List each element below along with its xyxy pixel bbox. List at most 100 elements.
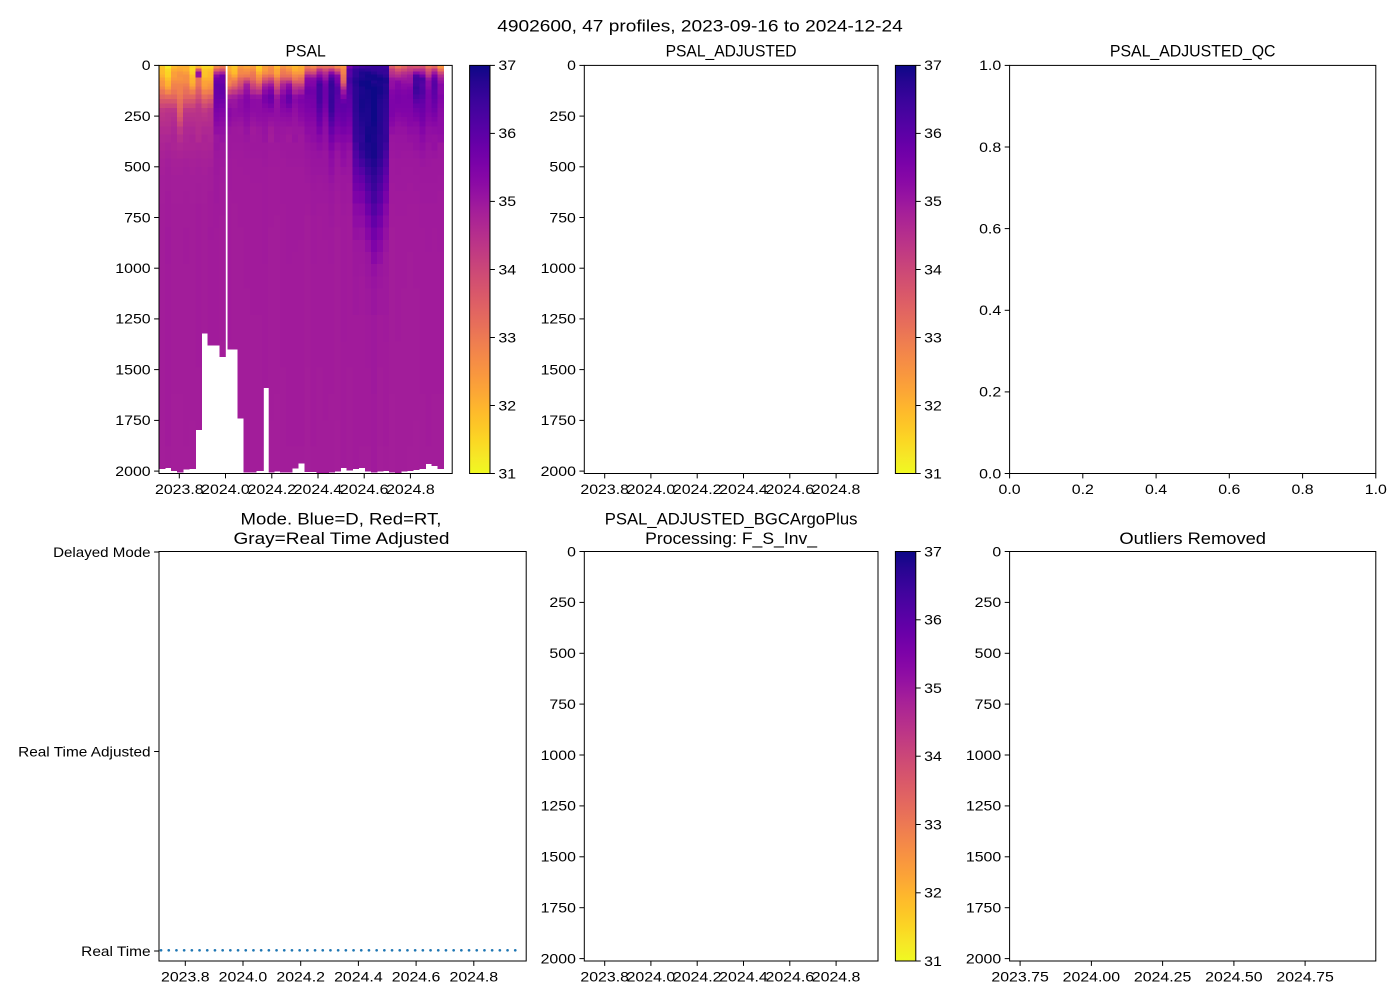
svg-text:1500: 1500 <box>115 361 151 377</box>
svg-text:2024.4: 2024.4 <box>334 969 383 985</box>
svg-text:2024.75: 2024.75 <box>1276 969 1334 985</box>
svg-text:35: 35 <box>924 680 942 696</box>
svg-text:500: 500 <box>549 645 576 661</box>
svg-text:2024.6: 2024.6 <box>340 481 389 497</box>
svg-text:2024.6: 2024.6 <box>392 969 441 985</box>
svg-text:250: 250 <box>124 108 151 124</box>
svg-text:1750: 1750 <box>115 412 151 428</box>
svg-text:1500: 1500 <box>966 849 1002 865</box>
svg-text:0: 0 <box>992 543 1001 559</box>
svg-text:31: 31 <box>924 465 942 481</box>
svg-text:0.8: 0.8 <box>1292 481 1314 497</box>
svg-text:1250: 1250 <box>966 798 1002 814</box>
svg-text:PSAL_ADJUSTED_QC: PSAL_ADJUSTED_QC <box>1110 42 1276 61</box>
svg-text:34: 34 <box>924 748 942 764</box>
svg-text:PSAL_ADJUSTED_BGCArgoPlus: PSAL_ADJUSTED_BGCArgoPlus <box>605 510 858 529</box>
svg-text:2024.0: 2024.0 <box>627 969 676 985</box>
svg-text:0.0: 0.0 <box>999 481 1021 497</box>
svg-text:750: 750 <box>549 696 576 712</box>
svg-text:Outliers Removed: Outliers Removed <box>1119 529 1266 548</box>
svg-text:Gray=Real Time Adjusted: Gray=Real Time Adjusted <box>234 529 450 548</box>
svg-text:Processing: F_S_Inv_: Processing: F_S_Inv_ <box>645 529 818 548</box>
svg-text:2024.4: 2024.4 <box>719 481 768 497</box>
svg-text:Delayed Mode: Delayed Mode <box>53 544 151 560</box>
svg-text:2024.8: 2024.8 <box>386 481 435 497</box>
svg-text:1500: 1500 <box>541 361 577 377</box>
svg-text:2024.50: 2024.50 <box>1205 969 1263 985</box>
svg-text:0.0: 0.0 <box>979 465 1001 481</box>
svg-text:35: 35 <box>924 193 942 209</box>
svg-text:2024.2: 2024.2 <box>276 969 325 985</box>
svg-text:2024.6: 2024.6 <box>766 969 815 985</box>
svg-text:2024.0: 2024.0 <box>627 481 676 497</box>
svg-text:0.2: 0.2 <box>979 384 1001 400</box>
svg-text:500: 500 <box>975 645 1002 661</box>
svg-text:Real Time Adjusted: Real Time Adjusted <box>18 743 151 759</box>
svg-text:1.0: 1.0 <box>979 57 1001 73</box>
svg-text:33: 33 <box>924 329 942 345</box>
svg-text:500: 500 <box>124 159 151 175</box>
svg-text:750: 750 <box>549 209 576 225</box>
svg-text:0.4: 0.4 <box>979 302 1001 318</box>
svg-text:0.8: 0.8 <box>979 139 1001 155</box>
svg-text:37: 37 <box>924 57 942 73</box>
svg-text:1000: 1000 <box>966 747 1002 763</box>
svg-text:2024.2: 2024.2 <box>673 969 722 985</box>
svg-text:33: 33 <box>924 816 942 832</box>
svg-text:Mode. Blue=D, Red=RT,: Mode. Blue=D, Red=RT, <box>241 510 442 529</box>
svg-text:2023.8: 2023.8 <box>580 969 629 985</box>
svg-text:31: 31 <box>498 465 516 481</box>
svg-text:2024.8: 2024.8 <box>450 969 499 985</box>
svg-text:34: 34 <box>924 261 942 277</box>
svg-text:1750: 1750 <box>541 412 577 428</box>
svg-text:2024.25: 2024.25 <box>1134 969 1192 985</box>
svg-text:2000: 2000 <box>115 463 151 479</box>
svg-text:0.6: 0.6 <box>979 220 1001 236</box>
svg-text:250: 250 <box>549 108 576 124</box>
svg-text:2000: 2000 <box>966 950 1002 966</box>
svg-text:32: 32 <box>498 397 516 413</box>
svg-text:1250: 1250 <box>541 798 577 814</box>
svg-text:36: 36 <box>498 125 516 141</box>
svg-text:2023.8: 2023.8 <box>155 481 204 497</box>
svg-text:36: 36 <box>924 125 942 141</box>
svg-text:0.2: 0.2 <box>1072 481 1094 497</box>
svg-text:2023.75: 2023.75 <box>991 969 1049 985</box>
svg-text:2024.0: 2024.0 <box>219 969 268 985</box>
svg-text:2000: 2000 <box>541 463 577 479</box>
svg-text:35: 35 <box>498 193 516 209</box>
svg-text:0: 0 <box>567 57 576 73</box>
svg-text:1250: 1250 <box>541 311 577 327</box>
svg-text:33: 33 <box>498 329 516 345</box>
svg-text:37: 37 <box>924 543 942 559</box>
svg-text:36: 36 <box>924 612 942 628</box>
svg-text:2023.8: 2023.8 <box>580 481 629 497</box>
svg-text:500: 500 <box>549 159 576 175</box>
svg-text:750: 750 <box>975 696 1002 712</box>
svg-text:0: 0 <box>142 57 151 73</box>
svg-text:2023.8: 2023.8 <box>161 969 210 985</box>
svg-text:1250: 1250 <box>115 311 151 327</box>
svg-text:4902600, 47 profiles, 2023-09-: 4902600, 47 profiles, 2023-09-16 to 2024… <box>497 17 903 36</box>
svg-text:2024.2: 2024.2 <box>248 481 297 497</box>
svg-text:37: 37 <box>498 57 516 73</box>
svg-text:31: 31 <box>924 953 942 969</box>
svg-text:1.0: 1.0 <box>1365 481 1387 497</box>
svg-text:0: 0 <box>567 543 576 559</box>
svg-text:0.4: 0.4 <box>1145 481 1167 497</box>
svg-text:1000: 1000 <box>541 747 577 763</box>
svg-text:2024.00: 2024.00 <box>1063 969 1121 985</box>
svg-text:34: 34 <box>498 261 516 277</box>
svg-text:32: 32 <box>924 397 942 413</box>
svg-text:2024.4: 2024.4 <box>719 969 768 985</box>
svg-text:1750: 1750 <box>541 900 577 916</box>
svg-text:750: 750 <box>124 209 151 225</box>
svg-text:250: 250 <box>975 594 1002 610</box>
svg-text:32: 32 <box>924 885 942 901</box>
svg-text:Real Time: Real Time <box>81 943 151 959</box>
svg-text:1000: 1000 <box>541 260 577 276</box>
svg-text:2024.0: 2024.0 <box>201 481 250 497</box>
svg-text:2024.8: 2024.8 <box>812 481 861 497</box>
svg-text:2000: 2000 <box>541 950 577 966</box>
svg-text:2024.8: 2024.8 <box>812 969 861 985</box>
